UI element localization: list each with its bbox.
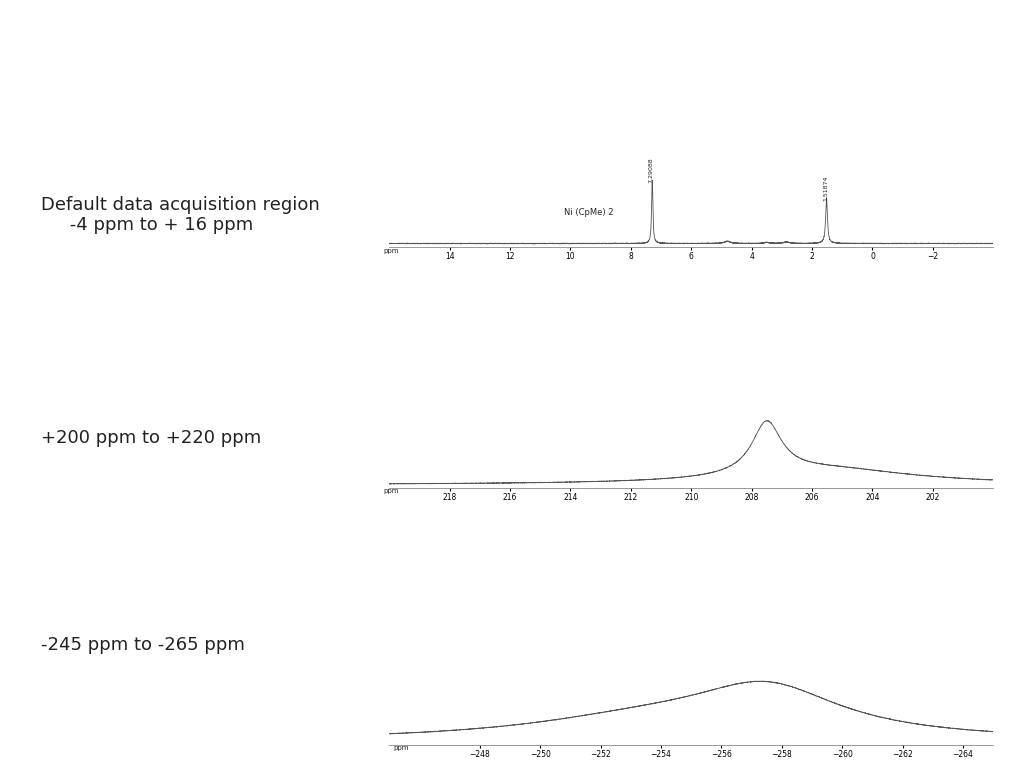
Text: Ni (CpMe) 2: Ni (CpMe) 2 (564, 208, 613, 217)
Text: ppm: ppm (383, 488, 398, 495)
Text: -245 ppm to -265 ppm: -245 ppm to -265 ppm (41, 636, 245, 654)
Text: Default data acquisition region
     -4 ppm to + 16 ppm: Default data acquisition region -4 ppm t… (41, 196, 319, 234)
Text: +200 ppm to +220 ppm: +200 ppm to +220 ppm (41, 429, 261, 447)
Text: 1.51874: 1.51874 (823, 175, 828, 201)
Text: 7.29088: 7.29088 (648, 157, 653, 184)
Text: ppm: ppm (393, 745, 410, 751)
Text: ppm: ppm (383, 247, 398, 253)
